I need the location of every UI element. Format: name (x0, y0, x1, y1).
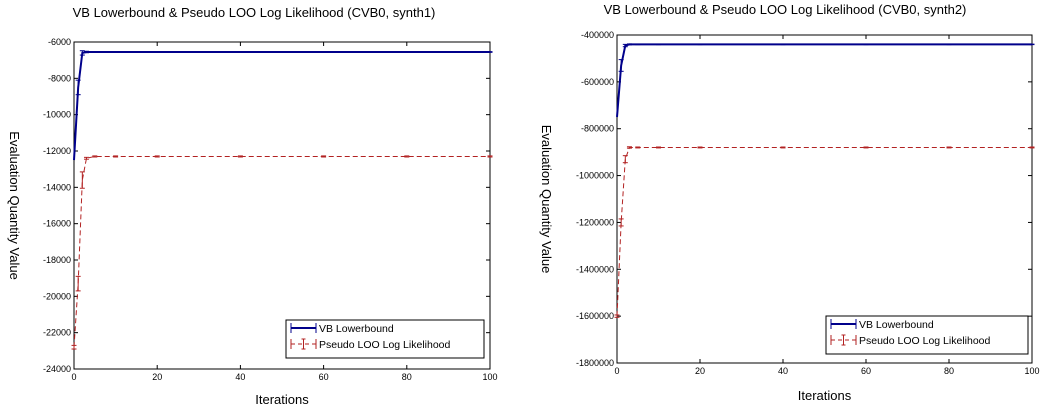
y-tick-label: -20000 (43, 291, 71, 301)
x-tick-label: 80 (402, 372, 412, 382)
series-line (73, 155, 490, 348)
error-bar (946, 146, 952, 149)
x-tick-label: 60 (861, 366, 871, 376)
series-line (73, 50, 490, 161)
legend-label: VB Lowerbound (319, 323, 394, 335)
series-vb-lowerbound (616, 43, 1035, 118)
x-tick-label: 100 (482, 372, 497, 382)
error-bar (656, 146, 661, 149)
legend-box (285, 319, 485, 359)
error-bar (237, 51, 243, 53)
y-tick-label: -8000 (48, 73, 71, 83)
error-bar (75, 79, 81, 96)
y-tick-label: -14000 (43, 182, 71, 192)
y-tick-label: -1000000 (576, 171, 614, 181)
error-bar (113, 155, 119, 158)
error-bar (321, 51, 327, 53)
series-pseudo-loo (614, 146, 1035, 318)
error-bar (1029, 146, 1035, 149)
x-tick-label: 60 (319, 372, 329, 382)
error-bar (321, 155, 327, 158)
legend: VB Lowerbound Pseudo LOO Log Likelihood (285, 319, 485, 359)
error-bar (83, 156, 89, 160)
error-bar (154, 155, 160, 158)
error-bar (237, 155, 243, 158)
y-tick-label: -18000 (43, 255, 71, 265)
y-tick-label: -24000 (43, 364, 71, 374)
y-tick-label: -10000 (43, 110, 71, 120)
x-tick-label: 100 (1024, 366, 1039, 376)
error-bar (79, 50, 85, 56)
x-axis-label: Iterations (798, 388, 852, 403)
x-tick-label: 40 (235, 372, 245, 382)
y-tick-label: -400000 (581, 30, 614, 40)
series-vb-lowerbound (73, 50, 493, 161)
chart-synth1: VB Lowerbound & Pseudo LOO Log Likelihoo… (7, 5, 498, 407)
x-tick-label: 40 (778, 366, 788, 376)
y-axis-label: Evaluation Quantity Value (7, 131, 22, 280)
chart-title: VB Lowerbound & Pseudo LOO Log Likelihoo… (604, 2, 967, 17)
error-bar (614, 314, 620, 318)
y-tick-label: -1200000 (576, 217, 614, 227)
x-tick-label: 0 (614, 366, 619, 376)
error-bar (626, 43, 632, 46)
y-tick-label: -800000 (581, 124, 614, 134)
error-bar (83, 50, 89, 54)
plot-frame (73, 41, 491, 370)
error-bar (154, 51, 160, 53)
y-tick-label: -1400000 (576, 264, 614, 274)
error-bar (487, 155, 493, 158)
legend-label: VB Lowerbound (859, 319, 934, 331)
plot-frame (616, 34, 1033, 364)
error-bar (618, 59, 624, 72)
error-bar (92, 155, 98, 158)
error-bar (113, 51, 119, 53)
error-bar (635, 146, 641, 149)
y-tick-label: -22000 (43, 328, 71, 338)
legend: VB Lowerbound Pseudo LOO Log Likelihood (825, 315, 1029, 355)
chart-panel-synth1: VB Lowerbound & Pseudo LOO Log Likelihoo… (0, 0, 520, 412)
error-bar (626, 146, 632, 149)
chart-panel-synth2: VB Lowerbound & Pseudo LOO Log Likelihoo… (522, 0, 1045, 412)
error-bar (697, 146, 703, 149)
y-axis-label: Evaluation Quantity Value (539, 125, 554, 274)
series-line (616, 146, 1032, 317)
x-tick-label: 20 (152, 372, 162, 382)
legend-label: Pseudo LOO Log Likelihood (859, 335, 991, 347)
error-bar (75, 275, 81, 292)
y-tick-label: -600000 (581, 77, 614, 87)
error-bar (404, 155, 410, 158)
error-bar (863, 146, 869, 149)
error-bar (404, 51, 410, 53)
error-bar (622, 155, 628, 164)
error-bar (71, 344, 77, 350)
error-bar (79, 171, 85, 189)
x-tick-label: 20 (695, 366, 705, 376)
x-tick-label: 80 (944, 366, 954, 376)
series-pseudo-loo (71, 155, 493, 350)
error-bar (487, 51, 493, 53)
y-tick-label: -6000 (48, 37, 71, 47)
y-tick-label: -1600000 (576, 311, 614, 321)
chart-title: VB Lowerbound & Pseudo LOO Log Likelihoo… (73, 5, 436, 20)
y-tick-label: -12000 (43, 146, 71, 156)
y-tick-label: -16000 (43, 219, 71, 229)
x-axis-label: Iterations (255, 392, 309, 407)
y-tick-label: -1800000 (576, 358, 614, 368)
series-line (616, 43, 1032, 118)
chart-synth2: VB Lowerbound & Pseudo LOO Log Likelihoo… (539, 2, 1040, 403)
x-tick-label: 0 (71, 372, 76, 382)
error-bar (618, 218, 624, 227)
legend-box (825, 315, 1029, 355)
legend-label: Pseudo LOO Log Likelihood (319, 339, 451, 351)
error-bar (780, 146, 786, 149)
error-bar (92, 51, 98, 53)
